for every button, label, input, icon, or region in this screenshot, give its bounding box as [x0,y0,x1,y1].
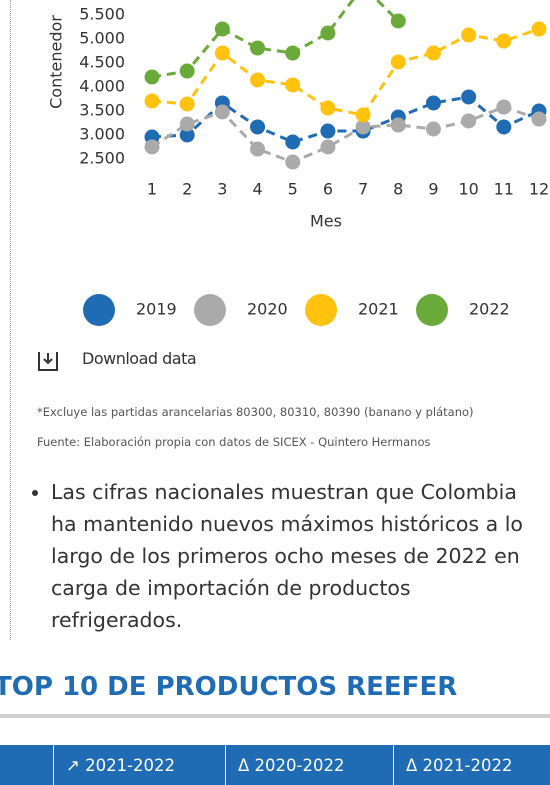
point [285,134,301,150]
section-title: TOP 10 DE PRODUCTOS REEFER [0,672,458,702]
point [250,72,266,88]
legend-label: 2019 [136,300,177,319]
footnote: *Excluye las partidas arancelarias 80300… [37,405,474,419]
legend-label: 2022 [469,300,510,319]
point [425,45,441,61]
rule [0,714,550,718]
divider [10,0,11,640]
x-axis-label: Mes [310,212,342,231]
y-axis-label: Contenedor [47,15,66,109]
x-tick-label: 5 [288,180,298,199]
legend-swatch [194,294,226,326]
x-tick-label: 6 [323,180,333,199]
point [355,107,371,123]
point [179,63,195,79]
point [496,33,512,49]
point [390,117,406,133]
point [320,100,336,116]
legend-label: 2020 [247,300,288,319]
series-line [151,95,540,144]
header-cell[interactable]: Δ 2021-2022 [393,745,550,785]
point [425,95,441,111]
x-tick-label: 7 [358,180,368,199]
x-tick-label: 9 [428,180,438,199]
point [320,25,336,41]
legend-label: 2021 [358,300,399,319]
point [144,69,160,85]
point [250,40,266,56]
y-tick-label: 5.500 [79,5,125,24]
x-tick-label: 4 [252,180,262,199]
point [320,123,336,139]
point [531,21,547,37]
point [461,89,477,105]
point [285,45,301,61]
download-link[interactable]: Download data [82,349,197,368]
legend-swatch [416,294,448,326]
source: Fuente: Elaboración propia con datos de … [37,435,431,449]
point [425,121,441,137]
x-tick-label: 1 [147,180,157,199]
bullet-text: Las cifras nacionales muestran que Colom… [34,476,544,636]
point [250,119,266,135]
point [179,116,195,132]
bullet-item: Las cifras nacionales muestran que Colom… [51,476,544,636]
x-tick-label: 11 [494,180,514,199]
x-tick-label: 8 [393,180,403,199]
point [285,77,301,93]
point [250,141,266,157]
point [214,104,230,120]
y-tick-label: 2.500 [79,149,125,168]
series-line [151,105,540,164]
point [461,113,477,129]
header-cell[interactable]: ↗ 2021-2022 [53,745,225,785]
chart: Contenedor Mes 2.500 3.000 3.500 4.000 4.500… [47,0,549,326]
point [390,54,406,70]
series-line [151,27,540,117]
point [214,21,230,37]
point [144,93,160,109]
x-tick-label: 10 [458,180,478,199]
point [144,139,160,155]
header-cell[interactable]: Δ 2020-2022 [225,745,393,785]
x-tick-label: 12 [529,180,549,199]
table-header: ↗ 2021-2022 Δ 2020-2022 Δ 2021-2022 [0,745,550,785]
legend-swatch [305,294,337,326]
point [496,99,512,115]
x-tick-label: 3 [217,180,227,199]
point [214,45,230,61]
point [179,127,195,143]
y-tick-label: 4.500 [79,53,125,72]
point [390,13,406,29]
download-icon[interactable] [38,349,58,371]
point [461,27,477,43]
point [285,154,301,170]
point [355,119,371,135]
y-tick-label: 4.000 [79,77,125,96]
point [496,119,512,135]
y-tick-label: 3.500 [79,101,125,120]
point [320,139,336,155]
y-tick-label: 5.000 [79,29,125,48]
point [531,111,547,127]
point [179,96,195,112]
legend-swatch [83,294,115,326]
x-tick-label: 2 [182,180,192,199]
y-tick-label: 3.000 [79,125,125,144]
